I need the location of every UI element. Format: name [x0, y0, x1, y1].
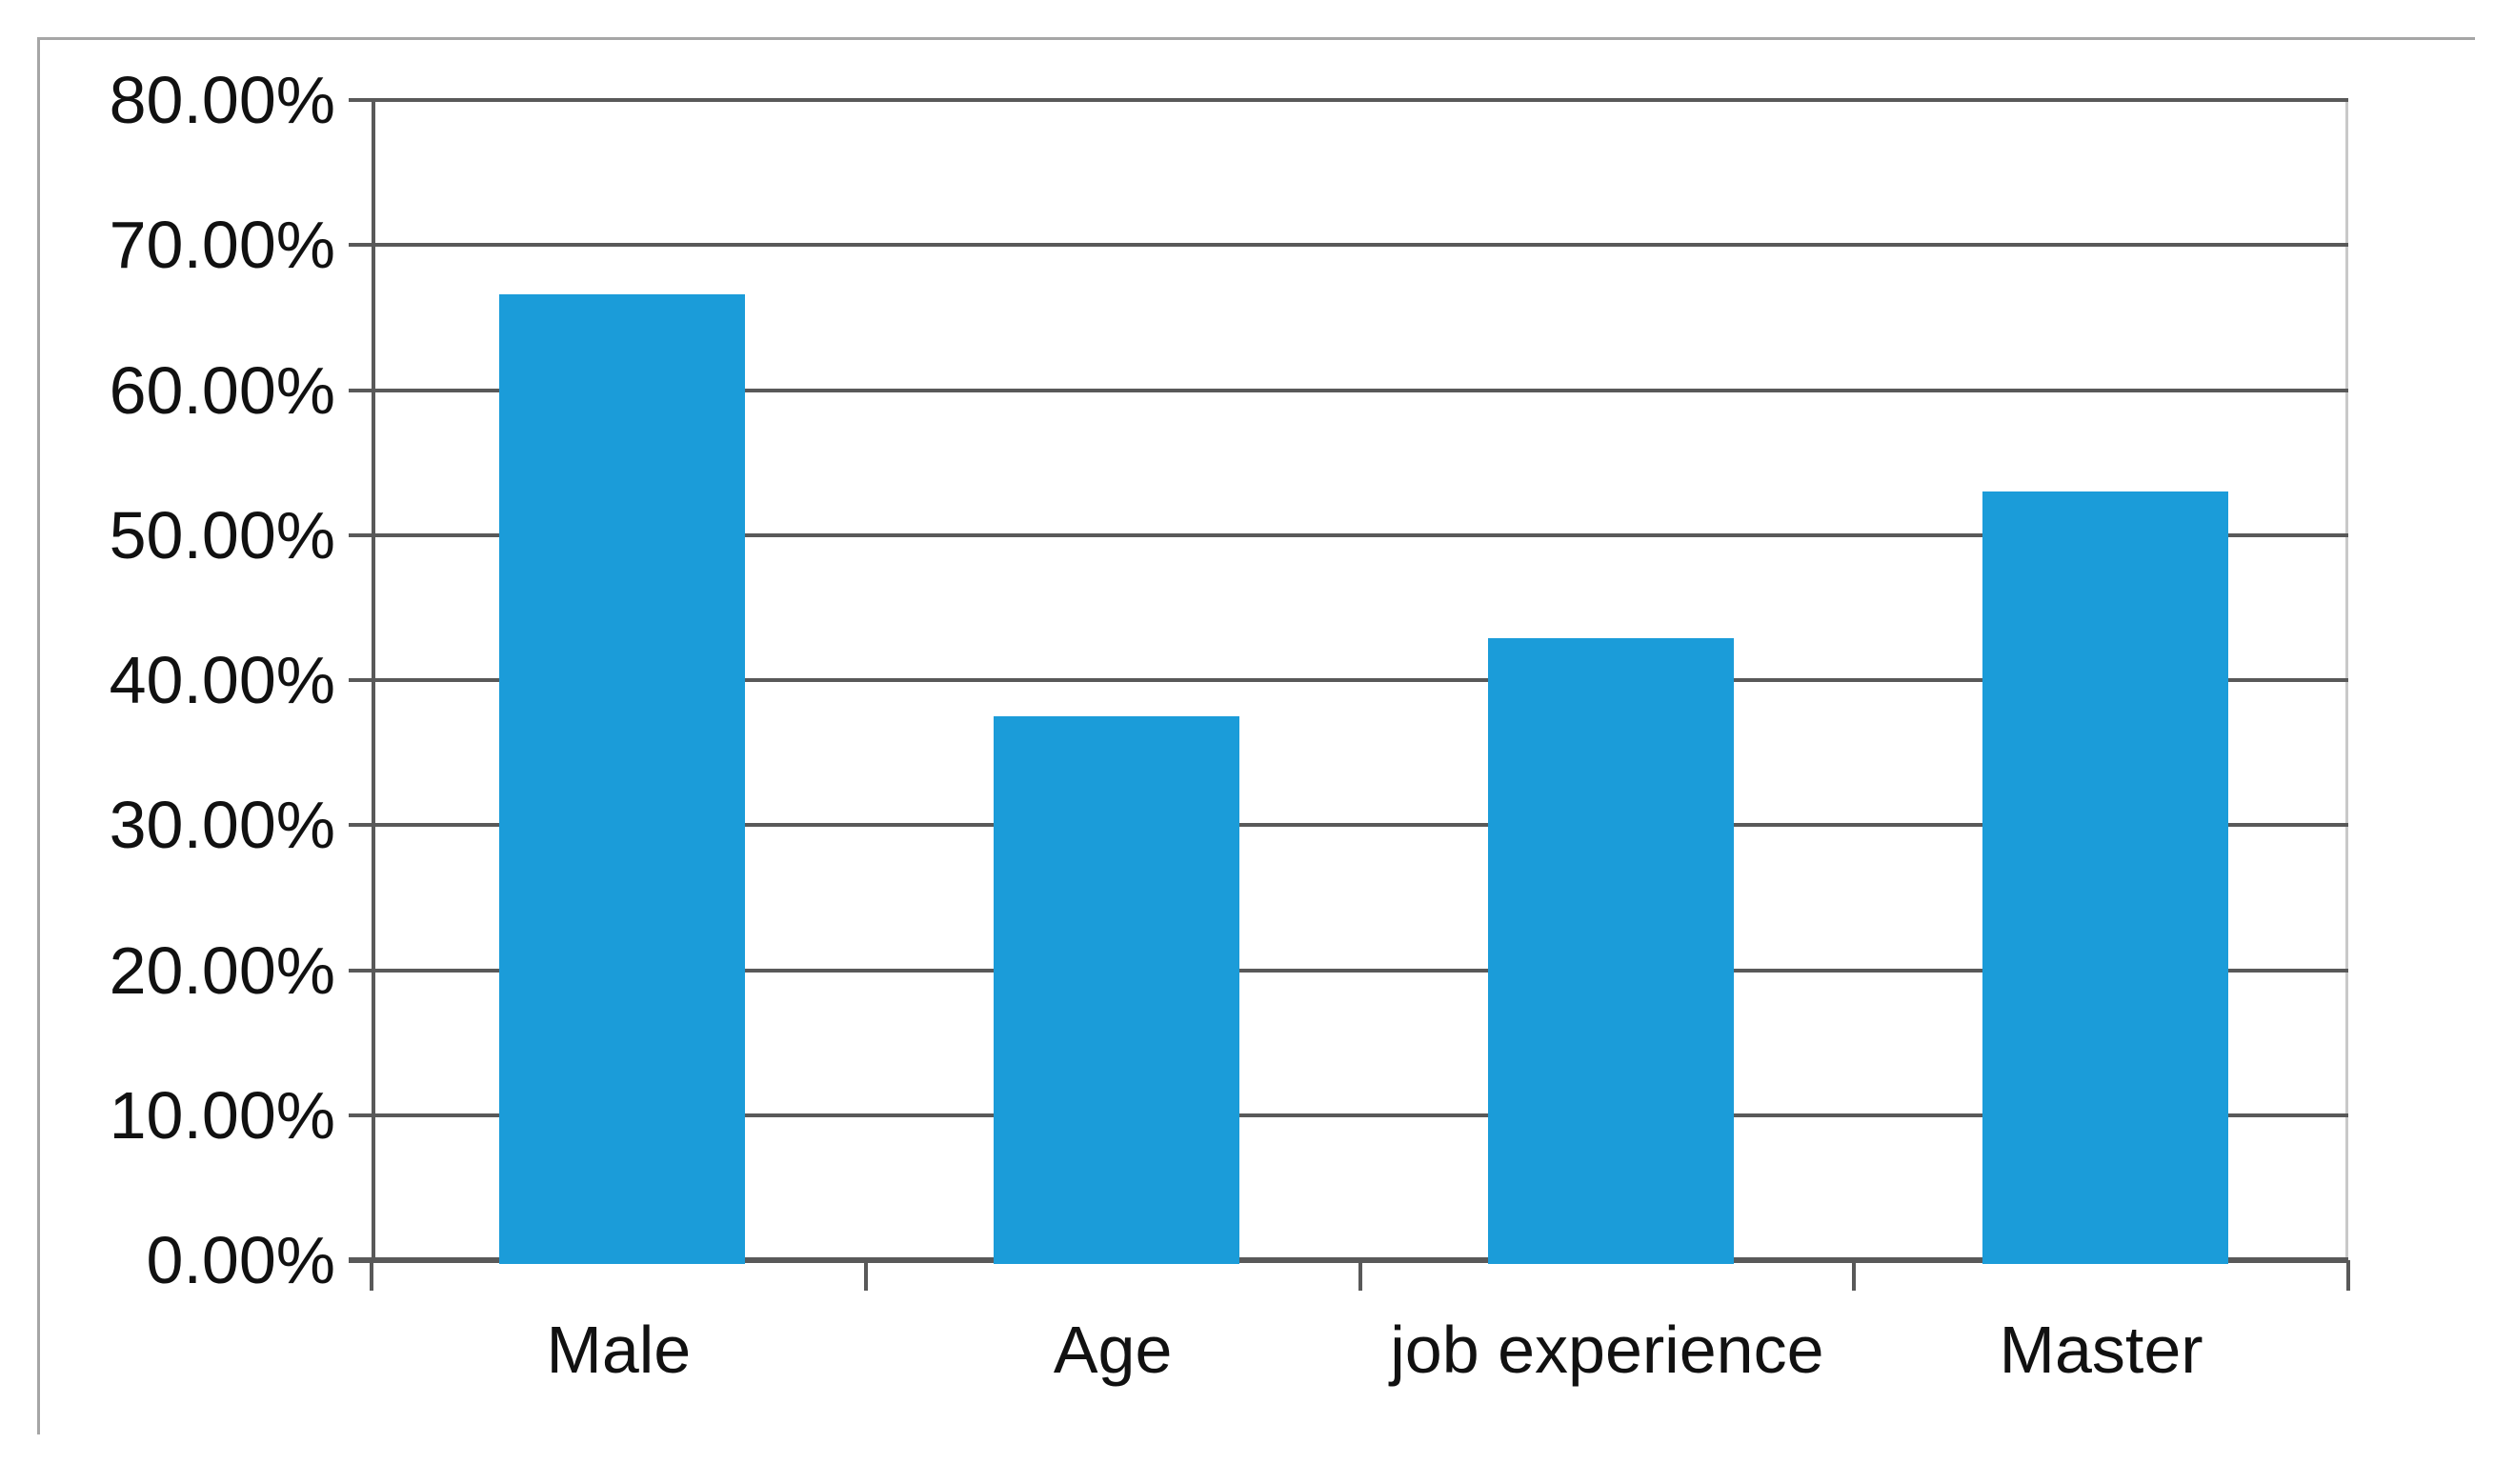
y-tick-label: 50.00% [109, 497, 335, 572]
gridline [349, 532, 2348, 537]
x-axis-tick [863, 1260, 868, 1291]
y-tick-label: 30.00% [109, 788, 335, 863]
x-axis-tick [370, 1260, 373, 1291]
gridline [349, 1113, 2348, 1117]
gridline [349, 823, 2348, 828]
bar-age [994, 716, 1240, 1264]
gridline [349, 968, 2348, 973]
y-tick-label: 70.00% [109, 208, 335, 283]
gridline [349, 243, 2348, 248]
y-tick-label: 80.00% [109, 63, 335, 137]
x-axis-tick [1358, 1260, 1362, 1291]
y-tick-label: 40.00% [109, 643, 335, 717]
frame-top-border [37, 37, 2475, 40]
x-category-label: Master [1999, 1313, 2203, 1387]
y-tick-label: 0.00% [146, 1223, 335, 1297]
bar-master [1982, 491, 2228, 1264]
x-axis-tick [1852, 1260, 1857, 1291]
gridline [349, 98, 2348, 102]
x-axis-baseline [349, 1257, 2348, 1263]
x-category-label: Male [546, 1313, 692, 1387]
x-axis-tick [2346, 1260, 2350, 1291]
plot-area [349, 98, 2348, 1264]
frame-left-border [37, 37, 40, 1434]
x-category-label: job experience [1390, 1313, 1824, 1387]
bar-job-experience [1487, 637, 1734, 1264]
x-category-label: Age [1053, 1313, 1173, 1387]
bar-male [499, 294, 746, 1264]
gridline [349, 678, 2348, 682]
gridline [349, 388, 2348, 392]
y-tick-label: 20.00% [109, 933, 335, 1008]
y-tick-label: 10.00% [109, 1077, 335, 1153]
y-tick-label: 60.00% [109, 352, 335, 428]
